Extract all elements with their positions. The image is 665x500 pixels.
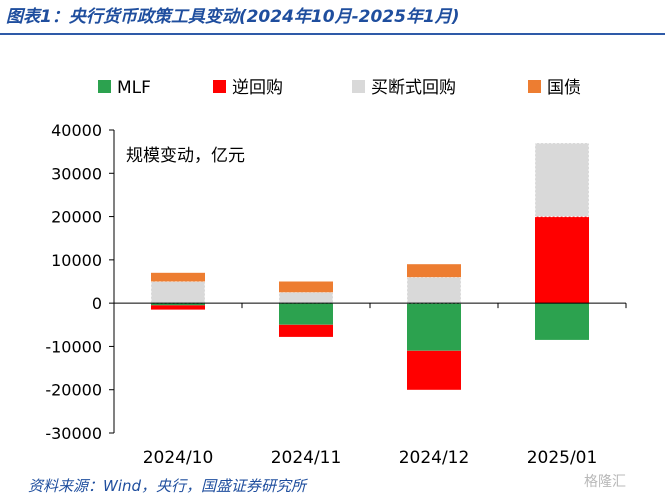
- watermark: 格隆汇: [584, 474, 626, 490]
- source-note: 资料来源：Wind，央行，国盛证券研究所: [28, 477, 307, 495]
- axes-group: 40000 30000 20000 10000 0 -10000 -20000 -30000 2…: [45, 121, 627, 468]
- legend-swatch-1: [213, 80, 226, 93]
- legend-label-1: 逆回购: [232, 78, 283, 98]
- legend-label-3: 国债: [547, 78, 581, 98]
- bar-买断式回购-2024/12: [406, 276, 462, 304]
- legend-label-0: MLF: [117, 78, 151, 98]
- y-tick-label-0: 40000: [51, 121, 102, 140]
- bar-MLF-2024/12: [407, 303, 461, 351]
- y-tick-label-3: 10000: [51, 251, 102, 270]
- bar-国债-2024/10: [151, 272, 205, 282]
- legend-swatch-3: [528, 80, 541, 93]
- y-tick-label-7: -30000: [45, 424, 102, 443]
- bar-逆回购-2024/11: [279, 324, 333, 337]
- bar-国债-2024/11: [279, 281, 333, 293]
- unit-note: 规模变动，亿元: [126, 146, 245, 166]
- bar-逆回购-2025/01: [535, 216, 589, 304]
- chart-title: 图表1：央行货币政策工具变动(2024年10月-2025年1月): [6, 7, 460, 27]
- bar-MLF-2025/01: [535, 303, 589, 340]
- x-tick-label-2: 2024/12: [399, 448, 470, 468]
- legend-label-2: 买断式回购: [371, 78, 456, 98]
- bar-买断式回购-2024/11: [278, 291, 334, 304]
- x-tick-label-3: 2025/01: [527, 448, 598, 468]
- bar-MLF-2024/11: [279, 303, 333, 325]
- chart-legend: MLF 逆回购 买断式回购 国债: [98, 78, 581, 98]
- bar-逆回购-2024/10: [151, 305, 205, 310]
- x-tick-label-1: 2024/11: [271, 448, 342, 468]
- y-tick-label-5: -10000: [45, 337, 102, 356]
- bar-买断式回购-2025/01: [534, 142, 590, 218]
- x-tick-label-0: 2024/10: [143, 448, 214, 468]
- y-tick-label-1: 30000: [51, 164, 102, 183]
- bar-MLF-2024/10: [151, 303, 205, 306]
- bars-group: [150, 142, 590, 390]
- legend-swatch-2: [352, 80, 365, 93]
- bar-逆回购-2024/12: [407, 350, 461, 390]
- y-tick-label-4: 0: [92, 294, 102, 313]
- y-tick-label-6: -20000: [45, 381, 102, 400]
- title-underline: [0, 33, 665, 35]
- bar-买断式回购-2024/10: [150, 281, 206, 304]
- y-tick-label-2: 20000: [51, 208, 102, 227]
- legend-swatch-0: [98, 80, 111, 93]
- bar-国债-2024/12: [407, 264, 461, 278]
- stacked-bar-chart: MLF 逆回购 买断式回购 国债 规模变动，亿元 40000 30000 20000 100…: [45, 78, 627, 468]
